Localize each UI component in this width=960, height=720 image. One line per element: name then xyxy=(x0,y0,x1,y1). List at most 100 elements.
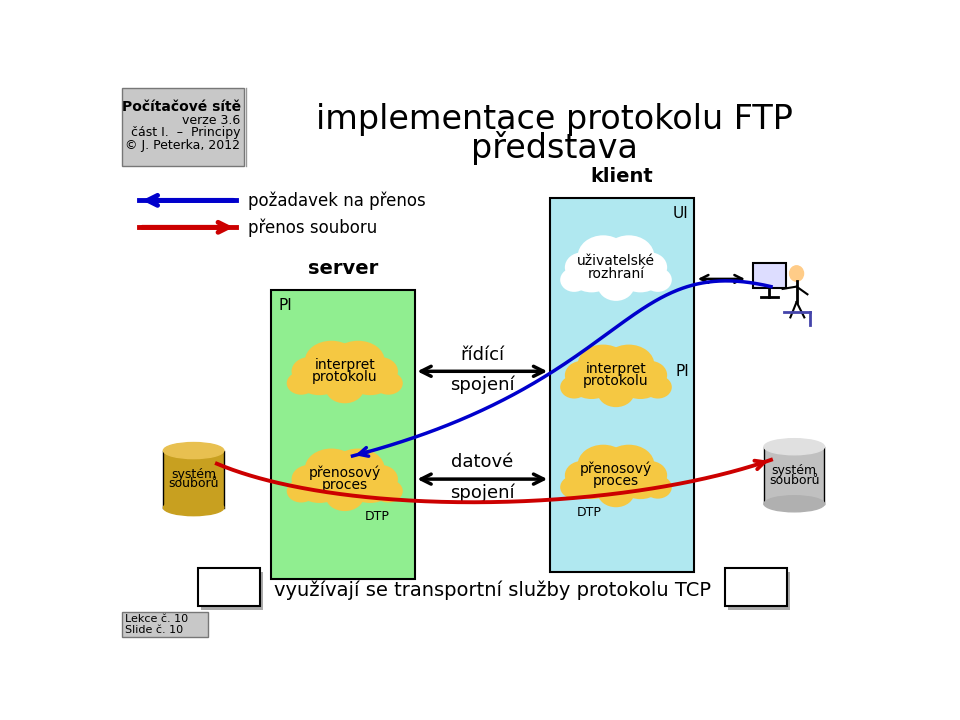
Text: systém: systém xyxy=(171,468,216,481)
FancyBboxPatch shape xyxy=(122,88,244,166)
Text: využívají se transportní služby protokolu TCP: využívají se transportní služby protokol… xyxy=(274,581,710,600)
Text: Slide č. 10: Slide č. 10 xyxy=(126,625,183,635)
Text: přenos souboru: přenos souboru xyxy=(248,218,377,237)
Text: požadavek na přenos: požadavek na přenos xyxy=(248,191,425,210)
Text: protokolu: protokolu xyxy=(312,371,377,384)
Ellipse shape xyxy=(644,268,672,292)
FancyBboxPatch shape xyxy=(122,612,208,637)
Ellipse shape xyxy=(578,345,629,384)
FancyBboxPatch shape xyxy=(725,567,786,606)
Text: přenosový: přenosový xyxy=(308,466,381,480)
Ellipse shape xyxy=(603,345,655,384)
Ellipse shape xyxy=(373,372,403,395)
Ellipse shape xyxy=(311,453,378,505)
Ellipse shape xyxy=(564,252,600,282)
Ellipse shape xyxy=(373,480,403,503)
Text: Lekce č. 10: Lekce č. 10 xyxy=(126,614,188,624)
Text: implementace protokolu FTP: implementace protokolu FTP xyxy=(316,104,792,136)
Ellipse shape xyxy=(568,254,614,292)
Ellipse shape xyxy=(789,266,804,282)
Ellipse shape xyxy=(584,240,648,295)
FancyBboxPatch shape xyxy=(550,198,693,572)
Ellipse shape xyxy=(584,349,648,402)
Ellipse shape xyxy=(644,376,672,399)
Text: DTP: DTP xyxy=(365,510,390,523)
Text: UI: UI xyxy=(673,206,689,221)
Ellipse shape xyxy=(311,345,378,397)
Ellipse shape xyxy=(568,363,614,399)
Bar xyxy=(764,446,825,504)
Ellipse shape xyxy=(331,449,385,489)
Ellipse shape xyxy=(561,376,588,399)
Ellipse shape xyxy=(287,372,316,395)
Ellipse shape xyxy=(305,341,358,381)
FancyBboxPatch shape xyxy=(729,572,790,610)
Text: server: server xyxy=(308,259,378,278)
Text: Počítačové sítě: Počítačové sítě xyxy=(123,100,242,114)
Ellipse shape xyxy=(617,254,663,292)
Ellipse shape xyxy=(331,341,385,381)
Ellipse shape xyxy=(564,461,600,490)
Ellipse shape xyxy=(325,373,364,403)
Text: interpret: interpret xyxy=(586,362,646,376)
Ellipse shape xyxy=(578,235,629,277)
Ellipse shape xyxy=(764,438,825,455)
Ellipse shape xyxy=(603,235,655,277)
Text: © J. Peterka, 2012: © J. Peterka, 2012 xyxy=(125,139,240,152)
Text: verze 3.6: verze 3.6 xyxy=(181,114,240,127)
Ellipse shape xyxy=(633,361,667,390)
Ellipse shape xyxy=(633,461,667,490)
Ellipse shape xyxy=(325,480,364,511)
FancyBboxPatch shape xyxy=(198,567,259,606)
Text: systém: systém xyxy=(772,464,817,477)
Ellipse shape xyxy=(305,449,358,489)
Ellipse shape xyxy=(603,445,655,485)
Ellipse shape xyxy=(561,476,588,499)
Ellipse shape xyxy=(633,252,667,282)
Ellipse shape xyxy=(764,496,825,512)
Ellipse shape xyxy=(564,361,600,390)
Text: protokolu: protokolu xyxy=(583,374,649,388)
Ellipse shape xyxy=(597,269,635,301)
Ellipse shape xyxy=(578,445,629,485)
Ellipse shape xyxy=(346,359,395,395)
Text: datové: datové xyxy=(451,454,514,472)
Ellipse shape xyxy=(292,465,327,493)
Ellipse shape xyxy=(597,377,635,407)
Text: souborů: souborů xyxy=(769,474,820,487)
Ellipse shape xyxy=(617,363,663,399)
Ellipse shape xyxy=(561,268,588,292)
Ellipse shape xyxy=(644,476,672,499)
Text: část I.  –  Principy: část I. – Principy xyxy=(131,127,240,140)
Ellipse shape xyxy=(346,467,395,503)
Text: spojení: spojení xyxy=(450,376,515,395)
Text: DTP: DTP xyxy=(576,505,601,518)
FancyBboxPatch shape xyxy=(202,572,263,610)
Text: uživatelské: uživatelské xyxy=(577,254,655,268)
Text: přenosový: přenosový xyxy=(580,462,652,477)
Bar xyxy=(163,451,224,508)
Text: spojení: spojení xyxy=(450,484,515,503)
Text: rozhraní: rozhraní xyxy=(588,266,644,281)
Text: proces: proces xyxy=(322,478,368,492)
Ellipse shape xyxy=(617,463,663,499)
Text: řídící: řídící xyxy=(460,346,504,364)
Ellipse shape xyxy=(362,465,398,493)
Text: klient: klient xyxy=(590,167,653,186)
Text: PI: PI xyxy=(278,298,293,313)
Ellipse shape xyxy=(295,359,344,395)
Ellipse shape xyxy=(597,477,635,507)
Text: souborů: souborů xyxy=(168,477,219,490)
Ellipse shape xyxy=(584,449,648,502)
Ellipse shape xyxy=(568,463,614,499)
Text: PI: PI xyxy=(675,364,689,379)
Text: představa: představa xyxy=(470,131,637,165)
Ellipse shape xyxy=(163,500,224,516)
Text: proces: proces xyxy=(593,474,639,488)
Ellipse shape xyxy=(292,357,327,386)
Text: interpret: interpret xyxy=(314,358,375,372)
Ellipse shape xyxy=(362,357,398,386)
FancyBboxPatch shape xyxy=(271,290,415,579)
Ellipse shape xyxy=(287,480,316,503)
Ellipse shape xyxy=(295,467,344,503)
